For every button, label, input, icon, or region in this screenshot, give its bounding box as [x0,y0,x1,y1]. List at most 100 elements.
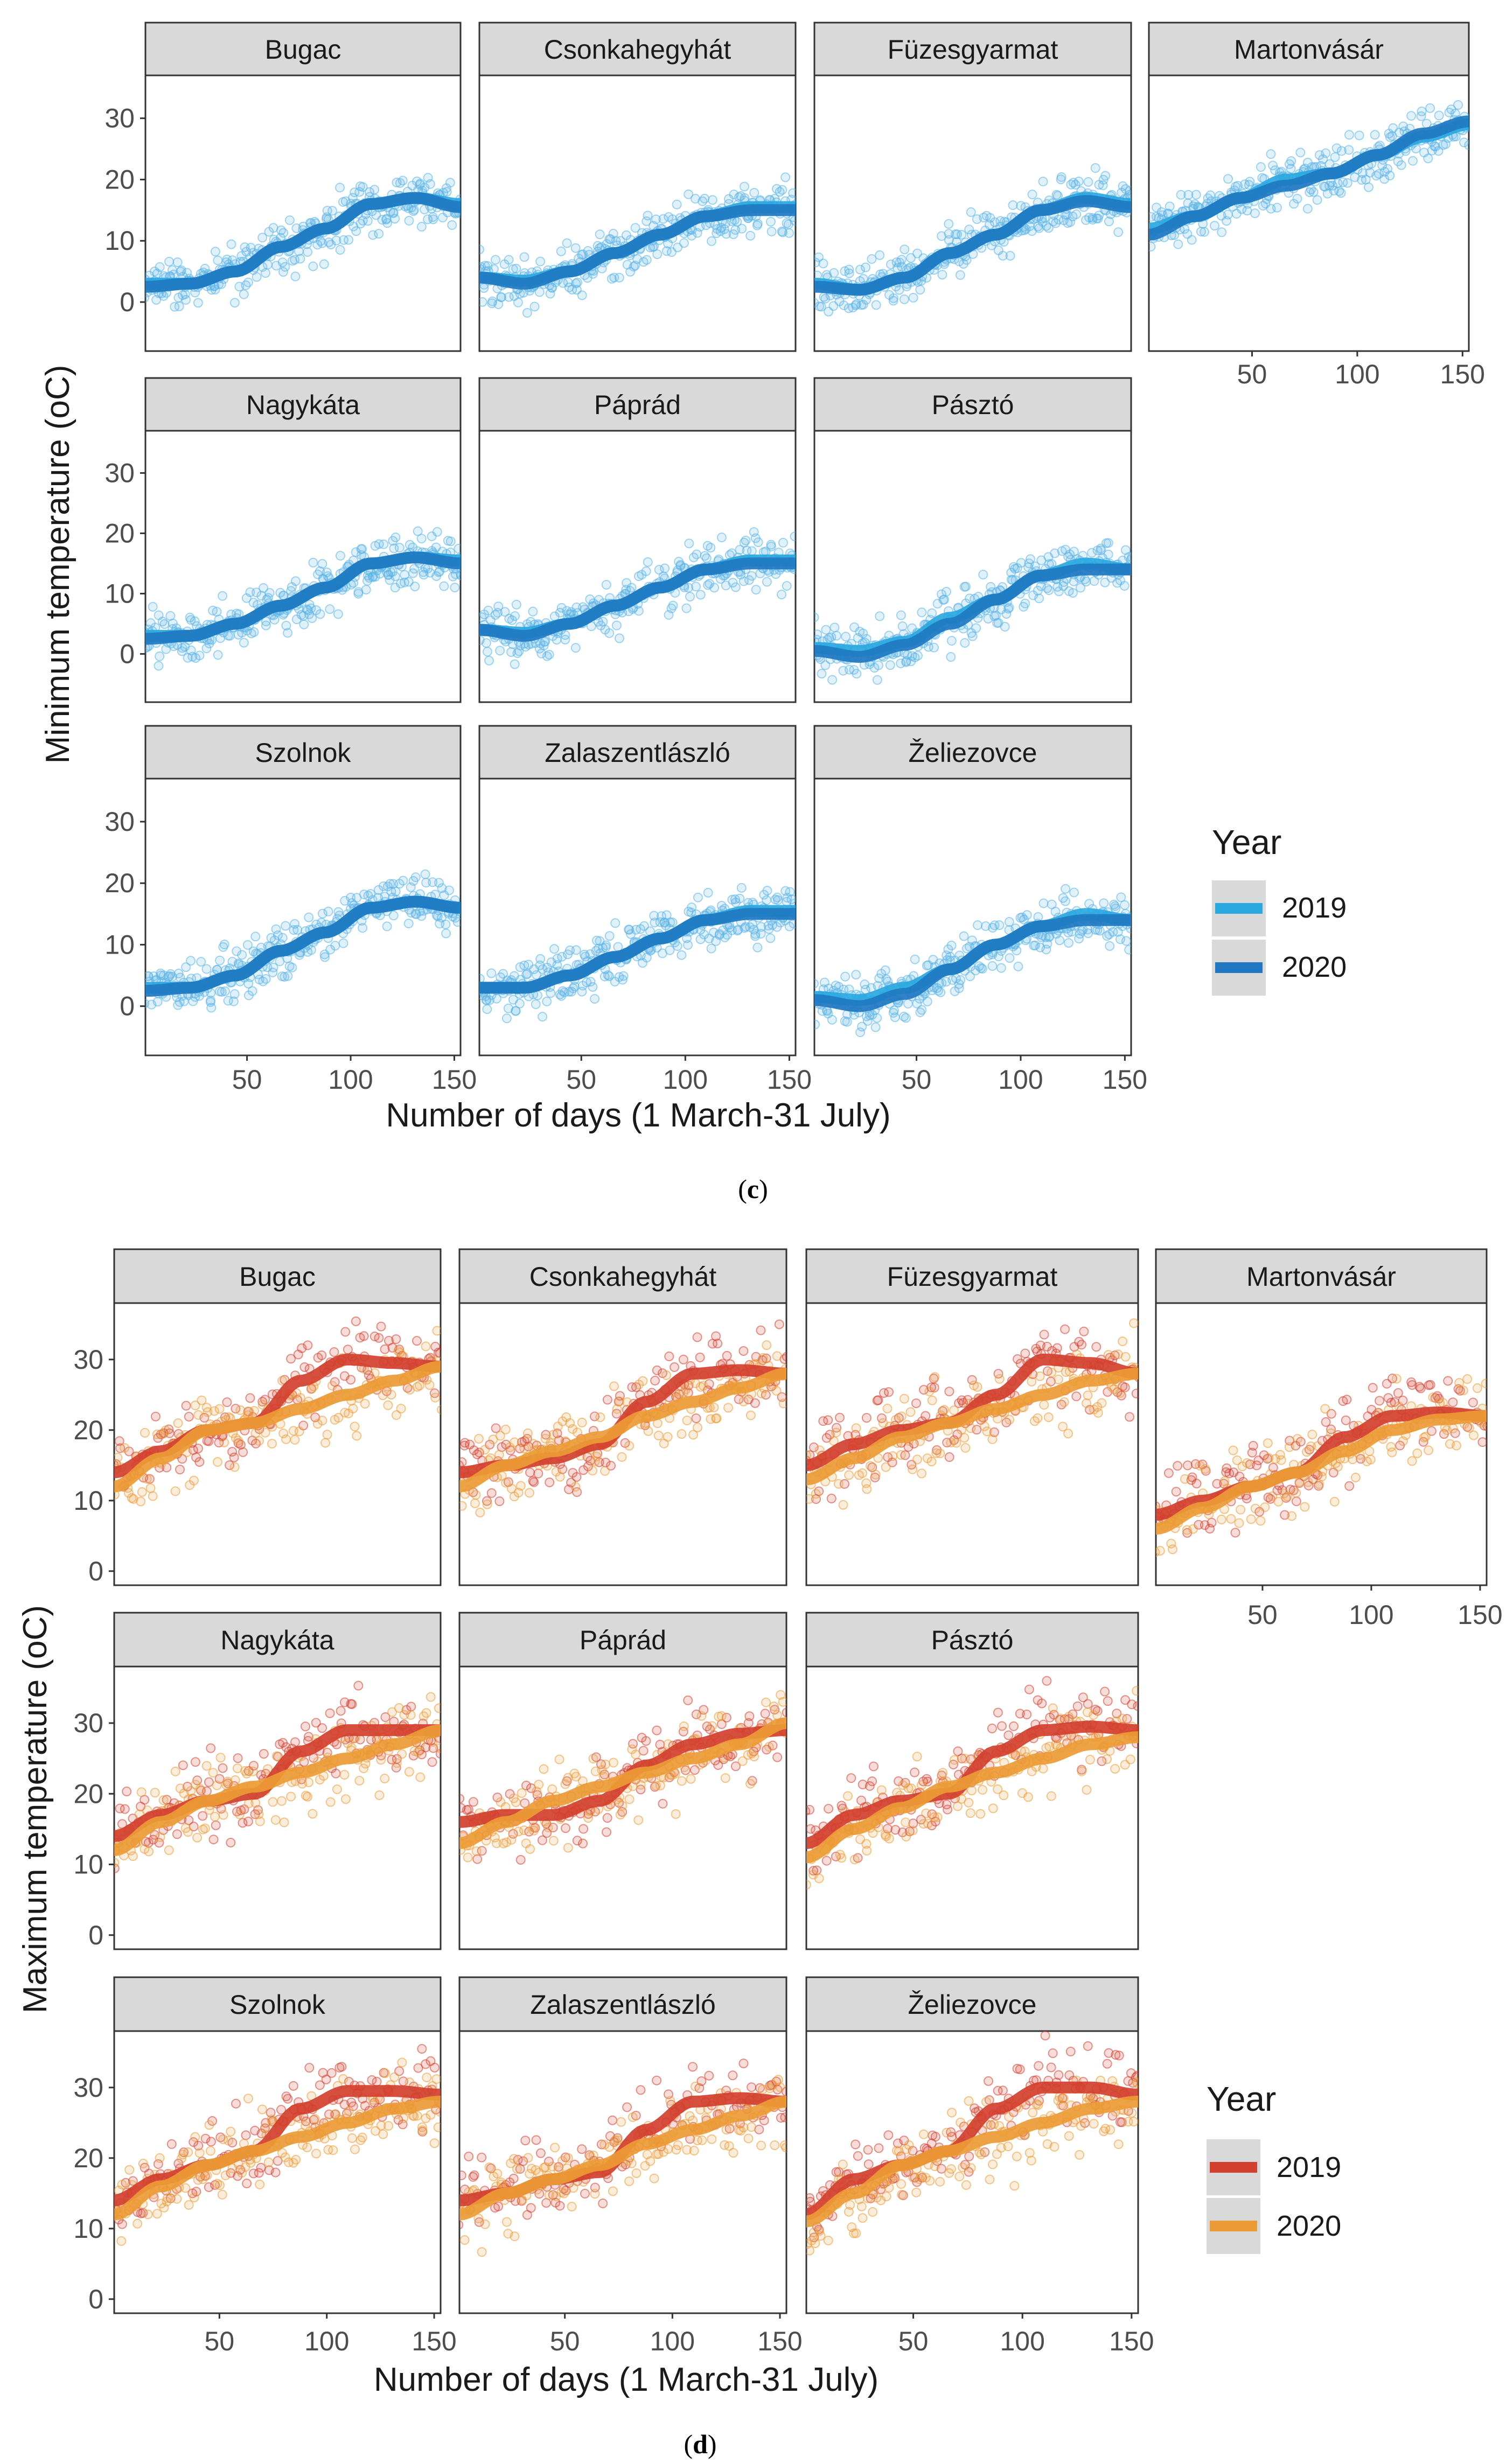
data-point [1056,174,1066,185]
data-point [421,1341,431,1352]
data-point [142,1474,152,1484]
data-point [1099,898,1109,908]
data-point [413,526,423,536]
data-point [839,300,849,311]
data-point [765,933,776,943]
data-point [317,559,327,569]
y-tick-label: 10 [104,929,135,960]
data-point [1450,1428,1460,1438]
data-point [431,571,442,581]
data-point [1044,585,1054,595]
data-point [1370,130,1380,140]
x-tick-label: 100 [328,1065,373,1095]
data-point [537,1835,547,1845]
data-point [655,1740,665,1750]
y-tick-label: 20 [73,1415,103,1445]
data-point [693,892,703,902]
data-point [303,1732,313,1742]
data-point [229,1462,240,1472]
data-point [941,977,951,987]
data-point [317,1723,327,1733]
data-point [855,264,865,275]
data-point [420,183,430,193]
data-point [385,879,395,889]
data-point [479,244,484,255]
data-point [1260,1502,1270,1513]
data-point [226,239,236,249]
data-point [1407,1380,1417,1390]
y-tick-label: 10 [104,226,135,256]
data-point [585,977,596,987]
data-point [832,631,842,641]
data-point [495,1431,505,1441]
data-point [1341,1415,1351,1425]
data-point [519,252,529,262]
data-point [1022,910,1032,920]
data-point [1171,1487,1181,1497]
data-point [319,949,330,960]
data-point [1173,1461,1183,1471]
data-point [391,532,401,542]
panel-strip [478,377,797,432]
panel-title: Nagykáta [220,1625,334,1655]
data-point [1222,216,1232,226]
smooth-line-2020 [814,914,1131,1012]
data-point [739,181,749,192]
data-point [222,1776,233,1787]
panel: Páprád [478,377,797,703]
data-point [643,1426,653,1436]
data-point [369,1368,380,1378]
data-point [542,962,552,972]
data-point [890,1012,900,1023]
y-tick-label: 30 [104,458,135,488]
data-point [1166,1538,1176,1549]
data-point [766,226,777,236]
data-point [745,1410,756,1420]
data-point [687,230,697,241]
panel-strip [458,1612,787,1668]
caption-close-paren: ) [759,1174,768,1204]
data-point [820,293,831,304]
panel-content [145,526,461,671]
panel-title: Nagykáta [246,390,360,420]
data-point [534,287,545,297]
data-point [906,253,916,263]
data-point [818,258,828,269]
data-point [450,583,460,593]
data-point [218,1763,228,1773]
data-point [572,277,582,288]
data-point [175,1783,185,1794]
data-point [190,1757,200,1767]
data-point [1118,181,1128,191]
data-point [649,911,659,921]
x-tick-label: 150 [1458,1600,1502,1630]
data-point [1379,174,1390,184]
data-point [306,945,316,955]
data-point [908,1464,918,1474]
data-point [302,604,312,614]
panel-title: Bugac [265,34,341,65]
panel: Páprád [458,1612,787,1950]
data-point [421,1708,431,1718]
data-point [971,623,981,633]
data-point [262,260,273,270]
data-point [954,979,964,989]
y-tick-label: 0 [88,1556,103,1586]
data-point [158,291,169,301]
data-point [1305,187,1315,198]
data-point [760,1709,770,1719]
data-point [174,301,184,311]
data-point [780,172,791,183]
data-point [324,237,334,247]
data-point [145,293,150,303]
data-point [561,1823,571,1833]
data-point [777,590,787,600]
data-point [492,608,503,618]
data-point [479,609,489,619]
data-point [249,1406,259,1416]
data-point [672,199,682,209]
data-point [745,230,756,241]
data-point [470,1498,480,1508]
data-point [1454,1378,1465,1388]
